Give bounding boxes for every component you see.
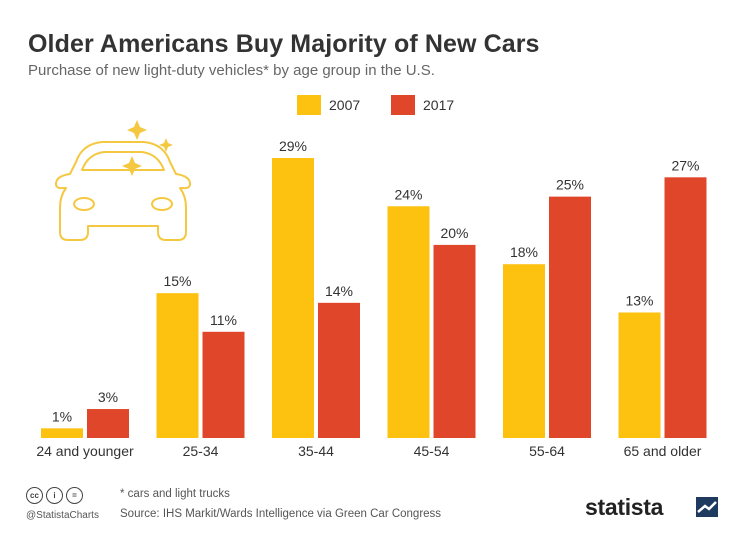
bar-2007-65-and-older bbox=[618, 312, 661, 438]
legend-label-2007: 2007 bbox=[329, 97, 361, 113]
bar-2017-24-and-younger bbox=[87, 409, 129, 438]
x-tick-label-55-64: 55-64 bbox=[529, 443, 565, 459]
license-icons: cc i = bbox=[26, 487, 83, 504]
data-label-2007-25-34: 15% bbox=[163, 273, 191, 289]
statista-logo-icon bbox=[696, 497, 718, 517]
car-icon bbox=[55, 120, 191, 241]
data-label-2017-45-54: 20% bbox=[440, 225, 468, 241]
chart-card bbox=[4, 4, 725, 543]
statista-logo[interactable]: statista bbox=[585, 494, 664, 520]
data-label-2017-25-34: 11% bbox=[210, 312, 237, 328]
chart-title: Older Americans Buy Majority of New Cars bbox=[28, 30, 540, 58]
bar-2017-65-and-older bbox=[664, 177, 707, 438]
legend: 2007 2017 bbox=[0, 95, 729, 115]
bar-2007-45-54 bbox=[387, 206, 430, 438]
bar-2007-55-64 bbox=[503, 264, 545, 438]
creative-commons-icon: cc bbox=[26, 487, 43, 504]
x-tick-label-35-44: 35-44 bbox=[298, 443, 334, 459]
data-label-2007-45-54: 24% bbox=[394, 186, 422, 202]
bar-2017-25-34 bbox=[202, 331, 245, 438]
bar-2017-45-54 bbox=[433, 244, 476, 438]
attribution-icon: i bbox=[46, 487, 63, 504]
data-label-2017-55-64: 25% bbox=[556, 177, 584, 193]
social-handle[interactable]: @StatistaCharts bbox=[26, 510, 99, 521]
legend-swatch-2017 bbox=[391, 95, 415, 115]
data-label-2007-24-and-younger: 1% bbox=[52, 408, 72, 424]
x-tick-label-25-34: 25-34 bbox=[183, 443, 219, 459]
bar-2017-55-64 bbox=[549, 196, 591, 438]
x-tick-label-65-and-older: 65 and older bbox=[624, 443, 702, 459]
data-label-2017-35-44: 14% bbox=[325, 283, 353, 299]
data-label-2017-24-and-younger: 3% bbox=[98, 389, 118, 405]
bar-2007-25-34 bbox=[156, 293, 199, 438]
legend-item-2017: 2017 bbox=[391, 95, 454, 115]
data-label-2007-55-64: 18% bbox=[510, 244, 538, 260]
chart-subtitle: Purchase of new light-duty vehicles* by … bbox=[28, 62, 435, 79]
legend-label-2017: 2017 bbox=[423, 97, 455, 113]
data-label-2007-65-and-older: 13% bbox=[625, 292, 653, 308]
x-tick-label-45-54: 45-54 bbox=[414, 443, 450, 459]
bar-2007-35-44 bbox=[272, 158, 314, 438]
data-label-2007-35-44: 29% bbox=[279, 138, 307, 154]
no-derivatives-icon: = bbox=[66, 487, 83, 504]
data-label-2017-65-and-older: 27% bbox=[671, 157, 699, 173]
bar-2017-35-44 bbox=[318, 302, 360, 438]
x-tick-label-24-and-younger: 24 and younger bbox=[36, 443, 134, 459]
legend-swatch-2007 bbox=[297, 95, 321, 115]
source-link[interactable]: Source: IHS Markit/Wards Intelligence vi… bbox=[120, 508, 442, 520]
legend-item-2007: 2007 bbox=[297, 95, 360, 115]
footnote: * cars and light trucks bbox=[120, 488, 230, 500]
bar-2007-24-and-younger bbox=[41, 428, 83, 438]
